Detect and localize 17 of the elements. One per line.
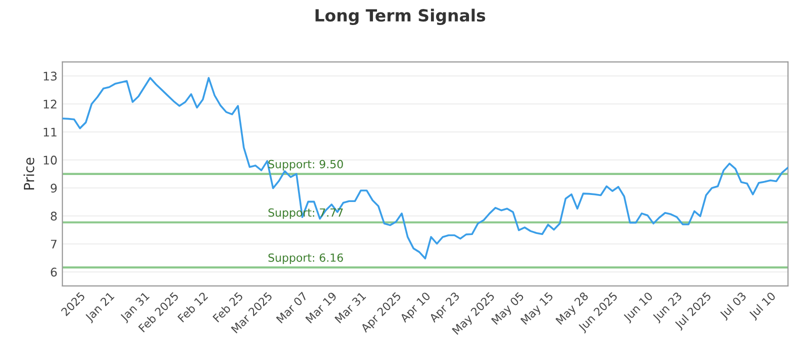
y-tick-label: 6 bbox=[50, 268, 57, 277]
y-tick-label: 8 bbox=[50, 212, 57, 221]
y-tick-label: 12 bbox=[44, 100, 56, 108]
chart-title: Long Term Signals bbox=[316, 8, 486, 26]
ref-line-label: Support: 9.50 bbox=[268, 160, 343, 170]
x-tick-label: Feb 12 bbox=[177, 292, 208, 323]
y-tick-label: 10 bbox=[44, 156, 57, 165]
x-tick-label: Jul 03 bbox=[718, 291, 748, 321]
y-tick-label: 11 bbox=[44, 128, 56, 136]
y-tick-label: 9 bbox=[50, 184, 57, 193]
y-axis-title: Price bbox=[24, 158, 34, 190]
x-tick-label: Mar 31 bbox=[334, 292, 366, 324]
ref-line-label: Support: 6.16 bbox=[268, 253, 343, 264]
y-tick-label: 7 bbox=[50, 240, 57, 248]
x-tick-label: Jan 21 bbox=[84, 292, 116, 324]
y-tick-label: 13 bbox=[44, 72, 57, 81]
x-tick-label: Jul 10 bbox=[748, 291, 778, 321]
